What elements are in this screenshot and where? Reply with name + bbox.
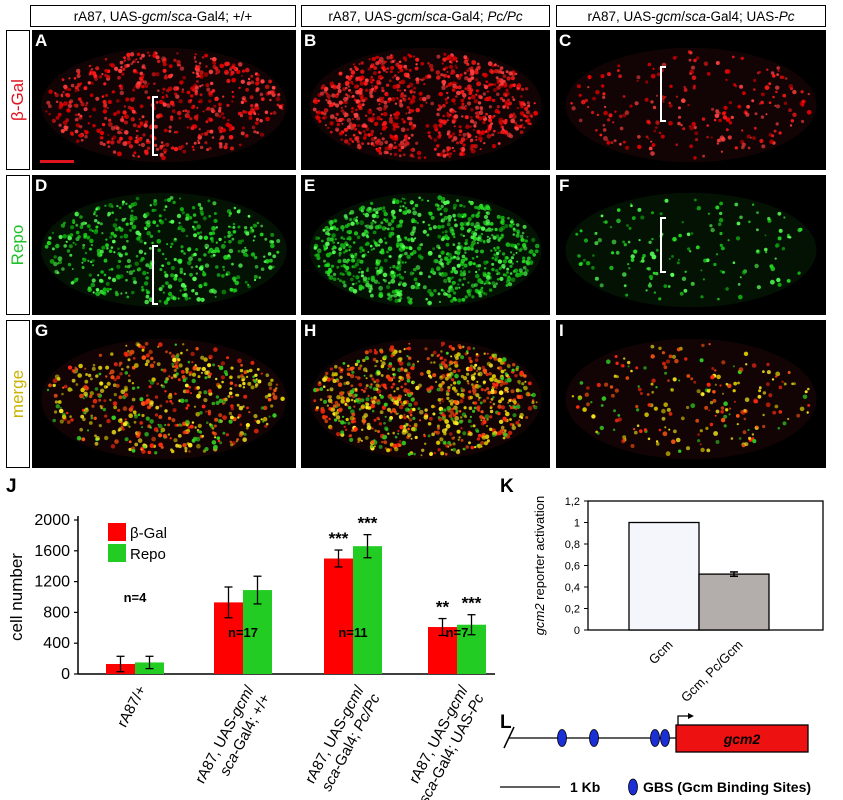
tss-arrow-head — [688, 713, 694, 719]
micrograph-panel-h: H — [301, 320, 550, 468]
y-tick-label: 2000 — [34, 512, 70, 529]
category-label: rA87/+ — [114, 683, 150, 731]
y-tick-label: 0,2 — [565, 604, 580, 616]
row-label-repo: Repo — [6, 175, 30, 315]
category-label-text: Gcm, Pc/Gcm — [678, 637, 746, 705]
y-tick-label: 800 — [43, 604, 70, 621]
segment-bracket — [152, 96, 158, 156]
panel-letter-k: K — [500, 476, 514, 497]
category-label-text: Gcm — [646, 637, 676, 667]
panel-letter-j: J — [6, 476, 17, 497]
category-label: Gcm, Pc/Gcm — [678, 637, 746, 705]
panel-letter: C — [559, 31, 572, 50]
y-tick-label: 400 — [43, 635, 70, 652]
y-tick-label: 0 — [61, 666, 70, 683]
micrograph-panel-g: G — [32, 320, 296, 468]
panel-letter: E — [304, 176, 316, 195]
micrograph-panel-c: C — [556, 30, 826, 170]
segment-bracket — [152, 245, 158, 305]
row-label-merge: merge — [6, 320, 30, 468]
gene-diagram-l: gcm2 1 Kb GBS (Gcm Binding Sites) — [500, 713, 811, 796]
legend-label: Repo — [130, 546, 166, 563]
micrograph-panel-b: B — [301, 30, 550, 170]
gene-label: gcm2 — [723, 731, 761, 747]
y-tick-label: 1 — [574, 518, 580, 530]
gbs-site — [650, 729, 660, 747]
y-tick-label: 0 — [574, 625, 580, 637]
column-header-2: rA87, UAS-gcm/sca-Gal4; Pc/Pc — [301, 5, 550, 27]
panel-letter: F — [559, 176, 570, 195]
micrograph-panel-f: F — [556, 175, 826, 315]
row-label-text: β-Gal — [8, 79, 27, 121]
legend-swatch — [108, 523, 126, 541]
scale-label: 1 Kb — [570, 779, 600, 795]
gbs-site — [660, 729, 670, 747]
scale-bar — [40, 160, 74, 163]
segment-bracket — [660, 217, 666, 273]
panel-letter: I — [559, 321, 564, 340]
significance-label: ** — [436, 598, 450, 617]
panel-letter: A — [35, 31, 48, 50]
category-label: rA87, UAS-gcm/sca-Gal4; +/+ — [192, 682, 274, 786]
y-tick-label: 1600 — [34, 543, 70, 560]
legend-swatch — [108, 544, 126, 562]
bar-betagal — [324, 558, 353, 674]
y-tick-label: 0,6 — [565, 561, 580, 573]
legend-label: β-Gal — [130, 525, 167, 542]
tss-arrow — [677, 715, 690, 725]
micrograph-panel-e: E — [301, 175, 550, 315]
row-label-betagal: β-Gal — [6, 30, 30, 170]
panel-letter: D — [35, 176, 48, 195]
category-label: Gcm — [646, 637, 676, 667]
n-label: n=7 — [446, 625, 469, 640]
y-axis-label: cell number — [7, 553, 26, 641]
significance-label: *** — [329, 529, 349, 548]
y-tick-label: 0,8 — [565, 539, 580, 551]
gene-box — [675, 724, 809, 753]
n-label: n=17 — [228, 625, 258, 640]
micrograph-panel-i: I — [556, 320, 826, 468]
y-tick-label: 1,2 — [565, 496, 580, 508]
panel-letter: G — [35, 321, 49, 340]
significance-label: *** — [462, 594, 482, 613]
bar-repo — [353, 546, 382, 674]
significance-label: *** — [358, 514, 378, 533]
category-label: rA87, UAS-gcm/sca-Gal4; Pc/Pc — [302, 682, 384, 794]
column-header-3: rA87, UAS-gcm/sca-Gal4; UAS-Pc — [556, 5, 826, 27]
y-tick-label: 1200 — [34, 574, 70, 591]
n-label: n=11 — [338, 625, 367, 640]
gbs-site — [589, 729, 599, 747]
panel-letter: B — [304, 31, 317, 50]
category-label: rA87, UAS-gcm/sca-Gal4; UAS-Pc — [406, 682, 488, 800]
micrograph-panel-d: D — [32, 175, 296, 315]
chart-j: 0 400 800 1200 1600 2000 cell number n=4 n=17 n=1… — [7, 512, 495, 800]
gbs-legend-label: GBS (Gcm Binding Sites) — [643, 779, 811, 795]
chart-k: 0 0,2 0,4 0,6 0,8 1 1,2 gcm2 reporter activatio… — [532, 496, 824, 705]
category-label-line: rA87/+ — [114, 683, 150, 731]
micrograph-panel-a: A — [32, 30, 296, 170]
panel-letter: H — [304, 321, 317, 340]
gbs-site — [557, 729, 567, 747]
panel-letter-l: L — [500, 712, 512, 733]
bar-gcm — [628, 521, 700, 631]
row-label-text: Repo — [8, 224, 27, 266]
column-header-1: rA87, UAS-gcm/sca-Gal4; +/+ — [30, 5, 296, 27]
y-axis-label: gcm2 reporter activation — [532, 496, 547, 635]
segment-bracket — [660, 66, 666, 122]
y-tick-label: 0,4 — [565, 582, 580, 594]
n-label: n=4 — [124, 590, 148, 605]
bar-gcm-pc — [698, 573, 770, 631]
gbs-legend-icon — [628, 778, 638, 796]
row-label-text: merge — [8, 369, 27, 419]
